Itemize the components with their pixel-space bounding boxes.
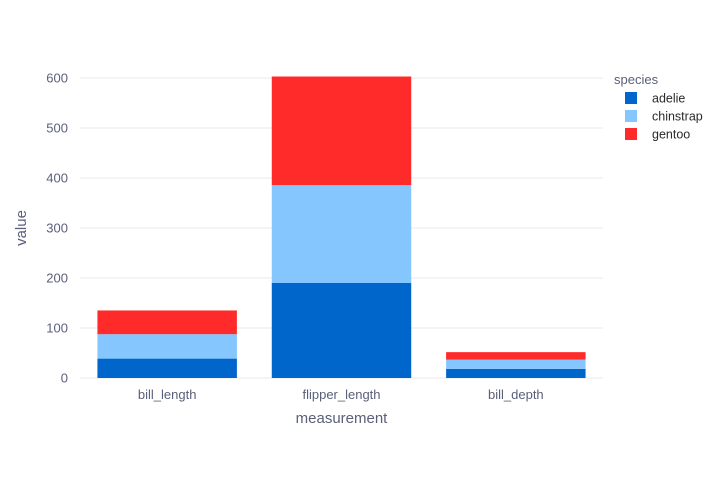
legend-title: species <box>614 72 659 87</box>
y-axis-title: value <box>13 210 30 246</box>
legend-swatch <box>625 110 637 122</box>
legend-swatch <box>625 128 637 140</box>
legend: species adelie chinstrap gentoo <box>614 72 703 142</box>
y-tick-label: 600 <box>46 71 68 86</box>
y-tick-label: 200 <box>46 271 68 286</box>
legend-label: adelie <box>652 92 685 106</box>
legend-items: adelie chinstrap gentoo <box>625 92 703 142</box>
y-tick-label: 300 <box>46 221 68 236</box>
x-tick-label: bill_depth <box>488 387 544 402</box>
y-axis-ticks: 0 100 200 300 400 500 600 <box>46 71 68 386</box>
x-tick-label: bill_length <box>138 387 197 402</box>
legend-item-gentoo[interactable]: gentoo <box>625 128 690 142</box>
legend-swatch <box>625 92 637 104</box>
legend-item-chinstrap[interactable]: chinstrap <box>625 110 703 124</box>
x-tick-label: flipper_length <box>302 387 380 402</box>
legend-label: gentoo <box>652 128 690 142</box>
bar-gentoo-bill_length[interactable] <box>97 310 237 335</box>
bar-adelie-bill_depth[interactable] <box>446 368 586 378</box>
bar-chinstrap-bill_length[interactable] <box>97 334 237 359</box>
y-tick-label: 0 <box>61 371 68 386</box>
bar-gentoo-bill_depth[interactable] <box>446 352 586 360</box>
y-tick-label: 100 <box>46 321 68 336</box>
x-axis-ticks: bill_length flipper_length bill_depth <box>138 387 544 402</box>
y-tick-label: 500 <box>46 121 68 136</box>
y-tick-label: 400 <box>46 171 68 186</box>
bar-adelie-bill_length[interactable] <box>97 358 237 378</box>
legend-item-adelie[interactable]: adelie <box>625 92 685 106</box>
bar-chinstrap-flipper_length[interactable] <box>271 185 412 283</box>
legend-label: chinstrap <box>652 110 703 124</box>
bar-chinstrap-bill_depth[interactable] <box>446 359 586 369</box>
bar-adelie-flipper_length[interactable] <box>271 283 412 378</box>
x-axis-title: measurement <box>296 410 389 427</box>
bar-gentoo-flipper_length[interactable] <box>271 76 412 186</box>
bars <box>97 76 586 378</box>
